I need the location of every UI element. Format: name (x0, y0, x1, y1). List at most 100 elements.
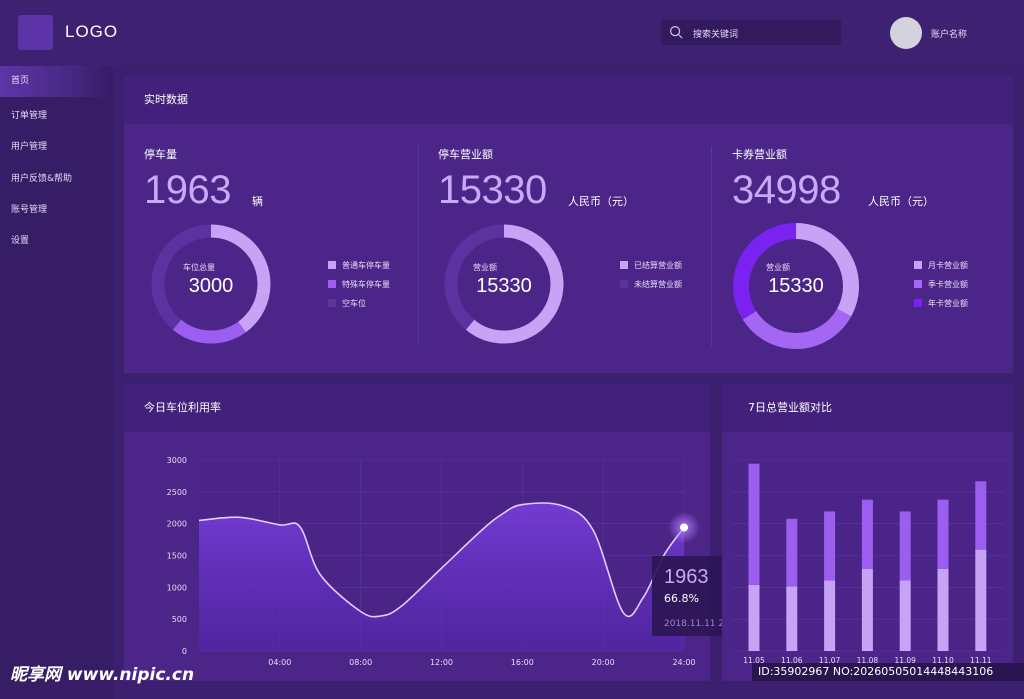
y-tick-label: 2000 (167, 520, 187, 529)
x-tick-label: 08:00 (349, 658, 372, 667)
legend-swatch (914, 299, 922, 307)
bar-segment[interactable] (899, 511, 911, 581)
bar-segment[interactable] (975, 549, 987, 651)
y-tick-label: 3000 (167, 456, 187, 465)
bar-segment[interactable] (824, 580, 836, 651)
donut-value: 15330 (476, 275, 532, 297)
sidebar-item-feedback[interactable]: 用户反馈&帮助 (11, 174, 73, 184)
image-id: ID:35902967 NO:20260505014448443106 (752, 663, 1024, 681)
revenue-bar-chart: 11.05 11.06 11.07 11.08 11.09 11.10 11.11 (732, 459, 1005, 665)
avatar[interactable] (890, 17, 922, 49)
donut-value: 3000 (188, 275, 234, 297)
area-fill (199, 503, 684, 651)
x-tick-label: 11.05 (743, 656, 765, 665)
tooltip-value: 1963 (664, 566, 709, 588)
account-name[interactable]: 账户名称 (931, 30, 968, 40)
y-tick-label: 500 (172, 615, 187, 624)
sidebar-item-home[interactable]: 首页 (0, 66, 113, 97)
x-tick-label: 11.09 (894, 656, 916, 665)
card-revenue-donut (733, 223, 859, 349)
sidebar-item-orders[interactable]: 订单管理 (11, 111, 48, 121)
tooltip-time: 2018.11.11 23:55 (664, 619, 745, 629)
x-tick-label: 11.11 (970, 656, 992, 665)
search-icon (669, 25, 683, 39)
legend-swatch (328, 261, 336, 269)
x-tick-label: 11.06 (781, 656, 803, 665)
bar-segment[interactable] (748, 463, 760, 585)
legend-swatch (328, 299, 336, 307)
legend-item: 空车位 (328, 298, 366, 309)
realtime-title: 实时数据 (124, 76, 1013, 124)
highlight-point[interactable] (680, 523, 688, 532)
bar-segment[interactable] (786, 586, 798, 651)
legend-item: 未结算营业额 (620, 279, 682, 290)
compare-title: 7日总营业额对比 (722, 384, 1013, 432)
x-tick-label: 11.10 (932, 656, 954, 665)
legend-item: 特殊车停车量 (328, 279, 390, 290)
bar-segment[interactable] (899, 580, 911, 651)
x-tick-label: 11.08 (857, 656, 879, 665)
x-tick-label: 04:00 (268, 658, 291, 667)
x-tick-label: 12:00 (430, 658, 453, 667)
search-placeholder: 搜索关键词 (693, 30, 739, 40)
bar-segment[interactable] (748, 584, 760, 651)
donut-label: 营业额 (473, 263, 497, 272)
donut-segment (151, 224, 271, 344)
legend-swatch (620, 280, 628, 288)
x-tick-label: 20:00 (592, 658, 615, 667)
bar-segment[interactable] (861, 499, 873, 569)
logo-icon (18, 15, 53, 50)
logo-text: LOGO (65, 22, 119, 41)
donut-center: 车位总量 3000 (161, 262, 261, 298)
sidebar: 首页 订单管理 用户管理 用户反馈&帮助 账号管理 设置 (0, 66, 113, 699)
watermark: 昵享网 www.nipic.cn (10, 665, 195, 685)
stat-title: 卡券营业额 (732, 148, 787, 161)
bar-segment[interactable] (861, 568, 873, 651)
stat-unit: 辆 (252, 195, 263, 208)
stat-title: 停车营业额 (438, 148, 493, 161)
divider (418, 146, 419, 346)
sidebar-item-accounts[interactable]: 账号管理 (11, 205, 48, 215)
legend-swatch (914, 261, 922, 269)
sidebar-item-settings[interactable]: 设置 (11, 236, 30, 246)
sidebar-item-users[interactable]: 用户管理 (11, 142, 48, 152)
bar-segment[interactable] (937, 568, 949, 651)
realtime-panel: 实时数据 停车量 1963 辆 车位总量 3000 普通车停车量 特殊车停车量 … (124, 76, 1013, 373)
donut-segment (151, 224, 271, 344)
series-line (198, 502, 685, 618)
search-input[interactable]: 搜索关键词 (661, 20, 841, 45)
y-tick-label: 2500 (167, 488, 187, 497)
x-tick-label: 24:00 (672, 658, 695, 667)
legend-item: 普通车停车量 (328, 260, 390, 271)
usage-area-chart: 0 500 1000 1500 2000 2500 3000 04:00 08:00 12:00 1… (167, 456, 700, 667)
bar-segment[interactable] (824, 511, 836, 581)
legend-swatch (914, 280, 922, 288)
y-tick-label: 1000 (167, 583, 187, 592)
stat-value: 15330 (438, 168, 547, 212)
bar-segment[interactable] (937, 499, 949, 569)
stat-unit: 人民币（元） (568, 195, 634, 208)
tooltip-percent: 66.8% (664, 592, 699, 605)
donut-segment (733, 223, 859, 349)
donut-center: 营业额 15330 (746, 262, 846, 298)
legend-swatch (328, 280, 336, 288)
usage-title: 今日车位利用率 (124, 384, 710, 432)
stat-title: 停车量 (144, 148, 177, 161)
parking-donut (151, 224, 271, 344)
bar-segment[interactable] (975, 481, 987, 550)
y-tick-label: 1500 (167, 552, 187, 561)
legend-item: 季卡营业额 (914, 279, 968, 290)
stat-value: 34998 (732, 168, 841, 212)
legend-swatch (620, 261, 628, 269)
top-bar: LOGO 搜索关键词 账户名称 (0, 0, 1024, 66)
stat-value: 1963 (144, 168, 231, 212)
revenue-donut (444, 224, 564, 344)
donut-label: 营业额 (766, 263, 790, 272)
legend-item: 已结算营业额 (620, 260, 682, 271)
donut-segment (733, 223, 859, 349)
y-tick-label: 0 (182, 647, 187, 656)
bar-segment[interactable] (786, 518, 798, 587)
x-tick-label: 11.07 (819, 656, 841, 665)
stat-unit: 人民币（元） (868, 195, 934, 208)
legend-item: 月卡营业额 (914, 260, 968, 271)
